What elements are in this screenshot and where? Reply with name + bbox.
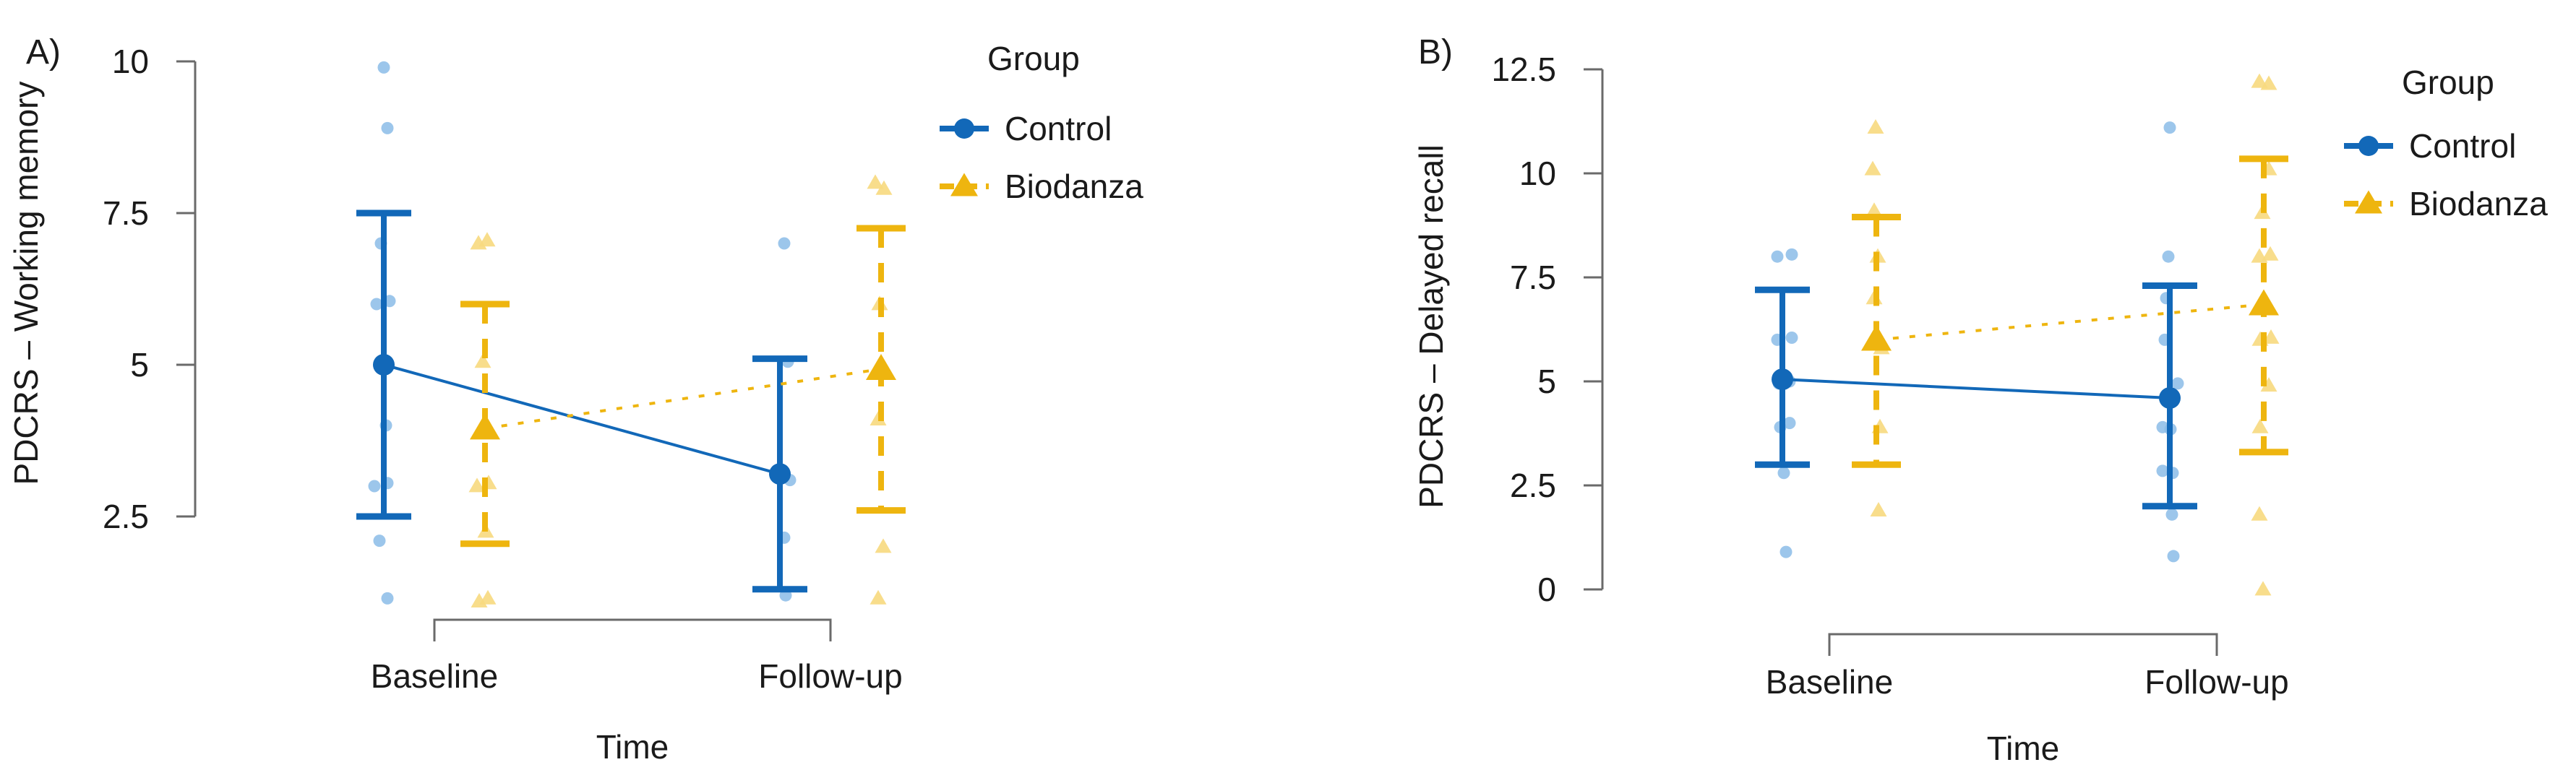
mean-trend-line: [1876, 303, 2264, 342]
jitter-point: [2260, 377, 2277, 392]
mean-trend-line: [1782, 378, 2171, 400]
legend: Group Control Biodanza: [2344, 64, 2548, 222]
jitter-point: [479, 589, 497, 605]
jitter-point: [1771, 250, 1784, 263]
jitter-point: [2167, 550, 2180, 563]
series-control: [1755, 121, 2197, 563]
jitter-point: [1779, 545, 1793, 558]
y-tick-label: 12.5: [1491, 51, 1556, 88]
jitter-point: [2162, 250, 2175, 263]
legend-item-label: Biodanza: [1005, 168, 1143, 205]
legend: Group Control Biodanza: [940, 40, 1143, 205]
y-axis-label: PDCRS – Delayed recall: [1412, 144, 1450, 509]
x-axis-bracket: [1828, 633, 2218, 656]
jitter-point: [474, 353, 491, 368]
legend-circle-icon: [954, 118, 974, 139]
x-category-label: Follow-up: [2144, 663, 2288, 701]
x-axis-label: Time: [1987, 730, 2060, 767]
jitter-point: [2156, 464, 2169, 477]
y-tick-label: 2.5: [1510, 467, 1556, 504]
y-tick-label: 5: [130, 346, 149, 384]
jitter-point: [370, 298, 383, 311]
mean-marker: [2159, 387, 2181, 410]
jitter-point: [1785, 248, 1798, 261]
mean-marker: [1772, 368, 1793, 391]
mean-marker: [769, 463, 791, 485]
legend-triangle-icon: [950, 173, 978, 196]
mean-marker: [373, 354, 395, 376]
panel-b: B) 0 2.5 5 7.5 10 12.5 PDCRS – Delayed recall Ba…: [1412, 33, 2548, 767]
jitter-point: [867, 174, 884, 189]
series-control: [356, 61, 807, 605]
mean-marker: [866, 354, 896, 380]
jitter-point: [1783, 417, 1796, 430]
jitter-point: [875, 180, 893, 195]
jitter-point: [2163, 121, 2176, 134]
jitter-point: [2251, 506, 2268, 521]
legend-circle-icon: [2358, 136, 2379, 156]
legend-triangle-icon: [2355, 190, 2382, 214]
series-biodanza: [460, 174, 906, 607]
jitter-point: [373, 535, 386, 548]
legend-title: Group: [987, 40, 1080, 77]
jitter-point: [381, 121, 394, 134]
y-tick-label: 7.5: [1510, 259, 1556, 296]
y-tick-label: 10: [112, 43, 149, 80]
legend-item-label: Biodanza: [2409, 185, 2548, 222]
x-category-label: Baseline: [1766, 663, 1893, 701]
y-tick-label: 2.5: [103, 498, 149, 535]
y-axis-label: PDCRS – Working memory: [7, 82, 45, 485]
jitter-point: [2251, 73, 2268, 88]
jitter-point: [377, 61, 390, 74]
jitter-point: [381, 592, 394, 605]
y-tick-label: 10: [1519, 155, 1556, 192]
x-category-label: Baseline: [371, 657, 498, 695]
jitter-point: [875, 538, 892, 553]
mean-marker: [2249, 289, 2279, 316]
legend-title: Group: [2402, 64, 2494, 101]
panel-a: A) 2.5 5 7.5 10 PDCRS – Working memory Baselin…: [7, 33, 1143, 766]
jitter-point: [1777, 467, 1790, 480]
x-axis-bracket: [433, 618, 832, 641]
panel-letter: A): [26, 33, 61, 72]
jitter-point: [2260, 75, 2277, 90]
x-axis-label: Time: [596, 728, 669, 766]
jitter-point: [1785, 332, 1798, 345]
jitter-point: [2251, 418, 2269, 433]
legend-item-label: Control: [2409, 127, 2516, 165]
jitter-point: [2171, 377, 2184, 390]
y-tick-label: 0: [1537, 571, 1556, 608]
jitter-point: [368, 480, 381, 493]
jitter-point: [2262, 246, 2279, 261]
mean-trend-line: [484, 367, 882, 431]
y-tick-label: 5: [1537, 363, 1556, 400]
mean-trend-line: [383, 363, 781, 476]
jitter-point: [1867, 119, 1884, 134]
jitter-point: [1870, 501, 1887, 516]
legend-item-label: Control: [1005, 110, 1112, 147]
jitter-point: [2254, 581, 2272, 596]
jitter-point: [2262, 329, 2280, 344]
jitter-point: [2165, 508, 2178, 521]
panel-letter: B): [1418, 33, 1453, 72]
jitter-point: [778, 237, 791, 250]
series-biodanza: [1852, 73, 2288, 596]
mean-marker: [1861, 324, 1892, 351]
mean-marker: [470, 413, 500, 440]
y-tick-label: 7.5: [103, 194, 149, 232]
jitter-point: [1864, 160, 1881, 176]
x-category-label: Follow-up: [758, 657, 902, 695]
jitter-point: [870, 589, 887, 605]
jitter-point: [478, 232, 496, 247]
jitter-point: [1866, 202, 1883, 217]
